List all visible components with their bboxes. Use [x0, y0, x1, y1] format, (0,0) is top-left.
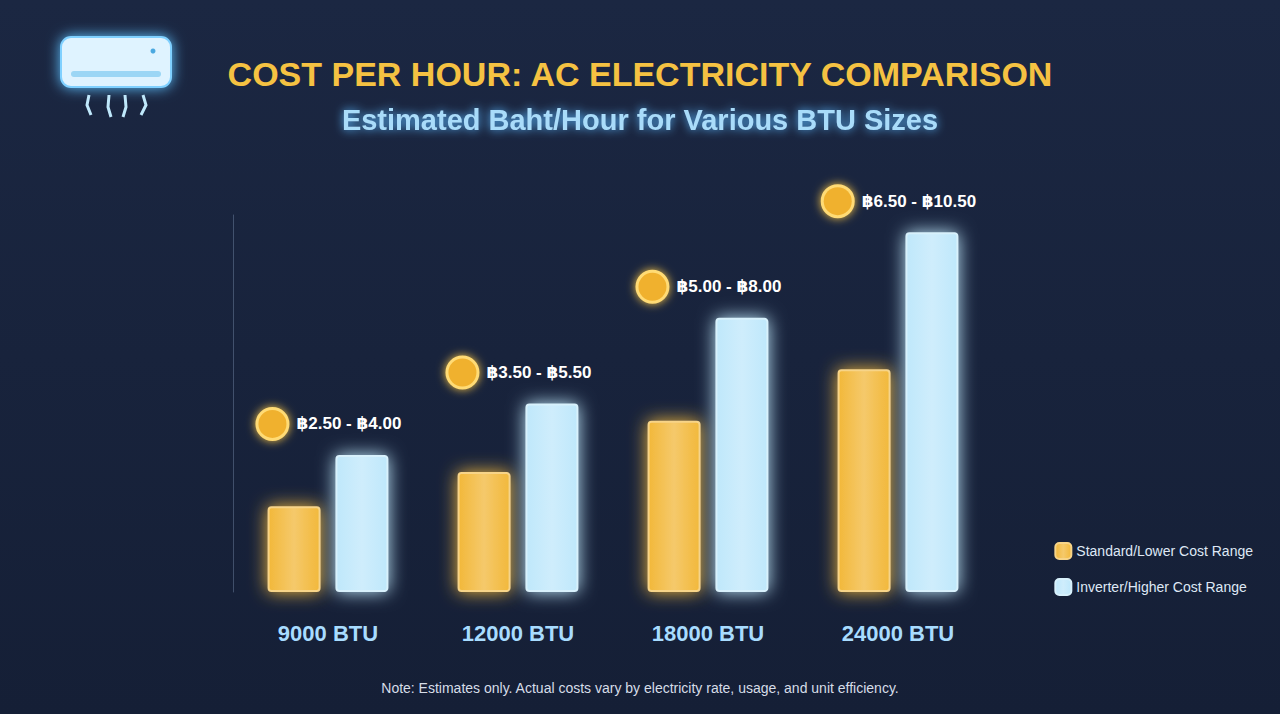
- svg-text:Estimated Baht/Hour for Variou: Estimated Baht/Hour for Various BTU Size…: [342, 104, 938, 136]
- svg-text:฿2.50 - ฿4.00: ฿2.50 - ฿4.00: [296, 414, 401, 433]
- svg-text:12000 BTU: 12000 BTU: [462, 621, 575, 646]
- svg-text:฿5.00 - ฿8.00: ฿5.00 - ฿8.00: [676, 277, 781, 296]
- svg-text:฿3.50 - ฿5.50: ฿3.50 - ฿5.50: [486, 363, 591, 382]
- svg-text:COST PER HOUR: AC ELECTRICITY: COST PER HOUR: AC ELECTRICITY COMPARISON: [228, 55, 1053, 93]
- svg-text:9000 BTU: 9000 BTU: [278, 621, 378, 646]
- svg-text:Note: Estimates only. Actual c: Note: Estimates only. Actual costs vary …: [381, 680, 898, 696]
- svg-text:฿6.50 - ฿10.50: ฿6.50 - ฿10.50: [862, 192, 976, 211]
- svg-text:Inverter/Higher Cost Range: Inverter/Higher Cost Range: [1076, 579, 1247, 595]
- svg-text:18000 BTU: 18000 BTU: [652, 621, 765, 646]
- svg-text:Standard/Lower Cost Range: Standard/Lower Cost Range: [1076, 543, 1253, 559]
- svg-text:24000 BTU: 24000 BTU: [842, 621, 955, 646]
